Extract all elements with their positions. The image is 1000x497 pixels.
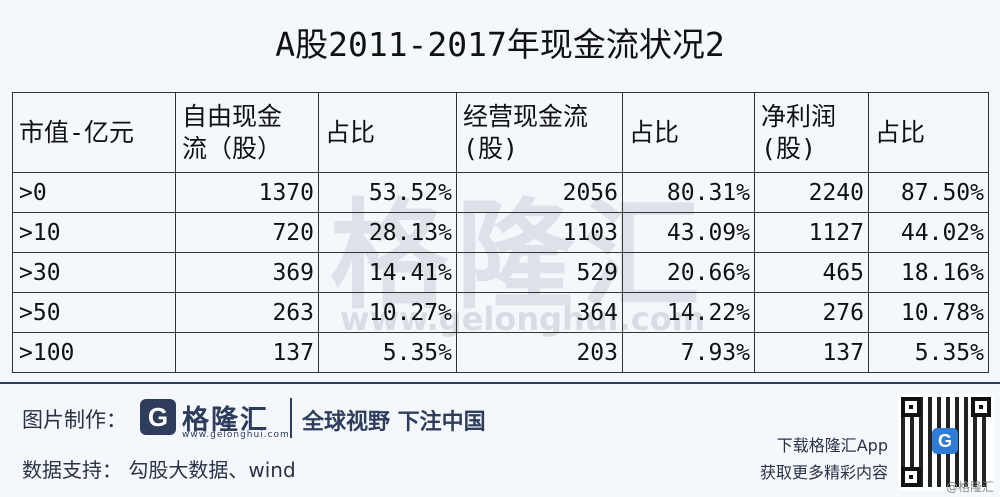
- cashflow-table: 市值-亿元 自由现金 流（股） 占比 经营现金流 (股) 占比 净利润 (股) …: [12, 92, 989, 373]
- operating-cashflow-count: 529: [456, 252, 623, 293]
- gelonghui-logo-icon: G: [140, 399, 176, 435]
- qr-finder-icon: [901, 467, 921, 487]
- qr-code-icon[interactable]: G: [898, 394, 994, 490]
- net-profit-count: 1127: [754, 212, 869, 253]
- table-row: >30 369 14.41% 529 20.66% 465 18.16%: [12, 252, 989, 293]
- free-cashflow-count: 1370: [175, 172, 319, 213]
- net-profit-ratio: 18.16%: [868, 252, 989, 293]
- download-app-text: 下载格隆汇App: [776, 436, 888, 455]
- net-profit-ratio: 44.02%: [868, 212, 989, 253]
- free-cashflow-ratio: 53.52%: [318, 172, 457, 213]
- free-cashflow-count: 137: [175, 332, 319, 373]
- operating-cashflow-ratio: 80.31%: [622, 172, 755, 213]
- operating-cashflow-ratio: 20.66%: [622, 252, 755, 293]
- row-label: >10: [12, 212, 176, 253]
- free-cashflow-ratio: 14.41%: [318, 252, 457, 293]
- operating-cashflow-ratio: 14.22%: [622, 292, 755, 333]
- net-profit-count: 276: [754, 292, 869, 333]
- operating-cashflow-ratio: 43.09%: [622, 212, 755, 253]
- footer-separator: [290, 398, 292, 438]
- row-label: >100: [12, 332, 176, 373]
- header-operating-cashflow: 经营现金流 (股): [456, 92, 623, 173]
- free-cashflow-count: 263: [175, 292, 319, 333]
- net-profit-ratio: 10.78%: [868, 292, 989, 333]
- operating-cashflow-ratio: 7.93%: [622, 332, 755, 373]
- page-title: A股2011-2017年现金流状况2: [275, 25, 725, 64]
- header-ratio-1: 占比: [318, 92, 457, 173]
- footer-divider: [0, 382, 1000, 384]
- table-row: >50 263 10.27% 364 14.22% 276 10.78%: [12, 292, 989, 333]
- table-row: >100 137 5.35% 203 7.93% 137 5.35%: [12, 332, 989, 373]
- row-label: >30: [12, 252, 176, 293]
- row-label: >50: [12, 292, 176, 333]
- net-profit-count: 137: [754, 332, 869, 373]
- table-row: >10 720 28.13% 1103 43.09% 1127 44.02%: [12, 212, 989, 253]
- made-by-label: 图片制作：: [22, 408, 127, 432]
- slogan: 全球视野 下注中国: [302, 410, 486, 435]
- header-net-profit: 净利润 (股): [754, 92, 869, 173]
- operating-cashflow-count: 364: [456, 292, 623, 333]
- table-header-row: 市值-亿元 自由现金 流（股） 占比 经营现金流 (股) 占比 净利润 (股) …: [12, 92, 989, 173]
- net-profit-count: 465: [754, 252, 869, 293]
- free-cashflow-ratio: 5.35%: [318, 332, 457, 373]
- operating-cashflow-count: 203: [456, 332, 623, 373]
- free-cashflow-ratio: 28.13%: [318, 212, 457, 253]
- free-cashflow-count: 369: [175, 252, 319, 293]
- header-market-cap: 市值-亿元: [12, 92, 176, 173]
- free-cashflow-ratio: 10.27%: [318, 292, 457, 333]
- operating-cashflow-count: 1103: [456, 212, 623, 253]
- qr-finder-icon: [971, 397, 991, 417]
- net-profit-ratio: 5.35%: [868, 332, 989, 373]
- header-ratio-2: 占比: [622, 92, 755, 173]
- table-row: >0 1370 53.52% 2056 80.31% 2240 87.50%: [12, 172, 989, 213]
- net-profit-count: 2240: [754, 172, 869, 213]
- net-profit-ratio: 87.50%: [868, 172, 989, 213]
- free-cashflow-count: 720: [175, 212, 319, 253]
- header-free-cashflow: 自由现金 流（股）: [175, 92, 319, 173]
- more-content-text: 获取更多精彩内容: [759, 463, 888, 482]
- credit-text: @格隆汇: [945, 480, 994, 494]
- operating-cashflow-count: 2056: [456, 172, 623, 213]
- row-label: >0: [12, 172, 176, 213]
- qr-finder-icon: [901, 397, 921, 417]
- data-support-label: 数据支持： 勾股大数据、wind: [22, 458, 296, 482]
- app-badge-icon: G: [932, 428, 958, 454]
- logo-name: 格隆汇: [182, 405, 269, 436]
- logo-url: www.gelonghui.com: [182, 430, 290, 440]
- header-ratio-3: 占比: [868, 92, 989, 173]
